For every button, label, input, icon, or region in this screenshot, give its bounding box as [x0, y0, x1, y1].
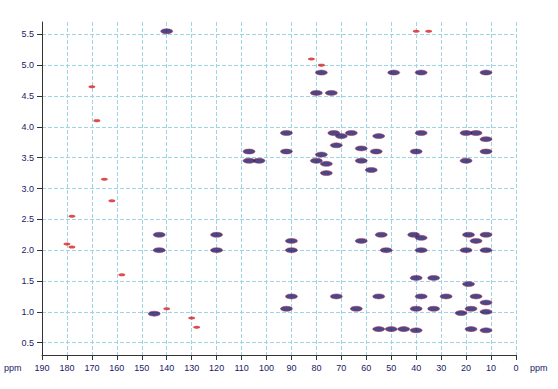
- svg-text:2.0: 2.0: [21, 245, 34, 255]
- svg-text:70: 70: [336, 363, 346, 373]
- svg-text:40: 40: [411, 363, 421, 373]
- svg-text:3.0: 3.0: [21, 184, 34, 194]
- svg-text:5.5: 5.5: [21, 29, 34, 39]
- svg-text:130: 130: [184, 363, 199, 373]
- svg-text:0: 0: [513, 363, 518, 373]
- svg-text:4.5: 4.5: [21, 91, 34, 101]
- svg-text:110: 110: [234, 363, 248, 373]
- svg-text:190: 190: [34, 363, 49, 373]
- svg-text:3.5: 3.5: [21, 153, 34, 163]
- svg-text:180: 180: [59, 363, 74, 373]
- svg-text:1.0: 1.0: [21, 307, 34, 317]
- svg-text:ppm: ppm: [4, 363, 22, 373]
- svg-text:170: 170: [84, 363, 99, 373]
- svg-text:0.5: 0.5: [21, 338, 34, 348]
- svg-text:4.0: 4.0: [21, 122, 34, 132]
- svg-text:150: 150: [134, 363, 149, 373]
- svg-text:100: 100: [259, 363, 274, 373]
- svg-text:2.5: 2.5: [21, 214, 34, 224]
- svg-text:10: 10: [486, 363, 496, 373]
- svg-text:80: 80: [311, 363, 321, 373]
- svg-text:20: 20: [461, 363, 471, 373]
- svg-text:140: 140: [159, 363, 174, 373]
- svg-text:160: 160: [109, 363, 124, 373]
- svg-text:90: 90: [286, 363, 296, 373]
- svg-text:120: 120: [209, 363, 224, 373]
- svg-text:50: 50: [386, 363, 396, 373]
- svg-text:1.5: 1.5: [21, 276, 34, 286]
- svg-text:5.0: 5.0: [21, 60, 34, 70]
- svg-text:ppm: ppm: [530, 363, 548, 373]
- svg-text:60: 60: [361, 363, 371, 373]
- svg-text:30: 30: [436, 363, 446, 373]
